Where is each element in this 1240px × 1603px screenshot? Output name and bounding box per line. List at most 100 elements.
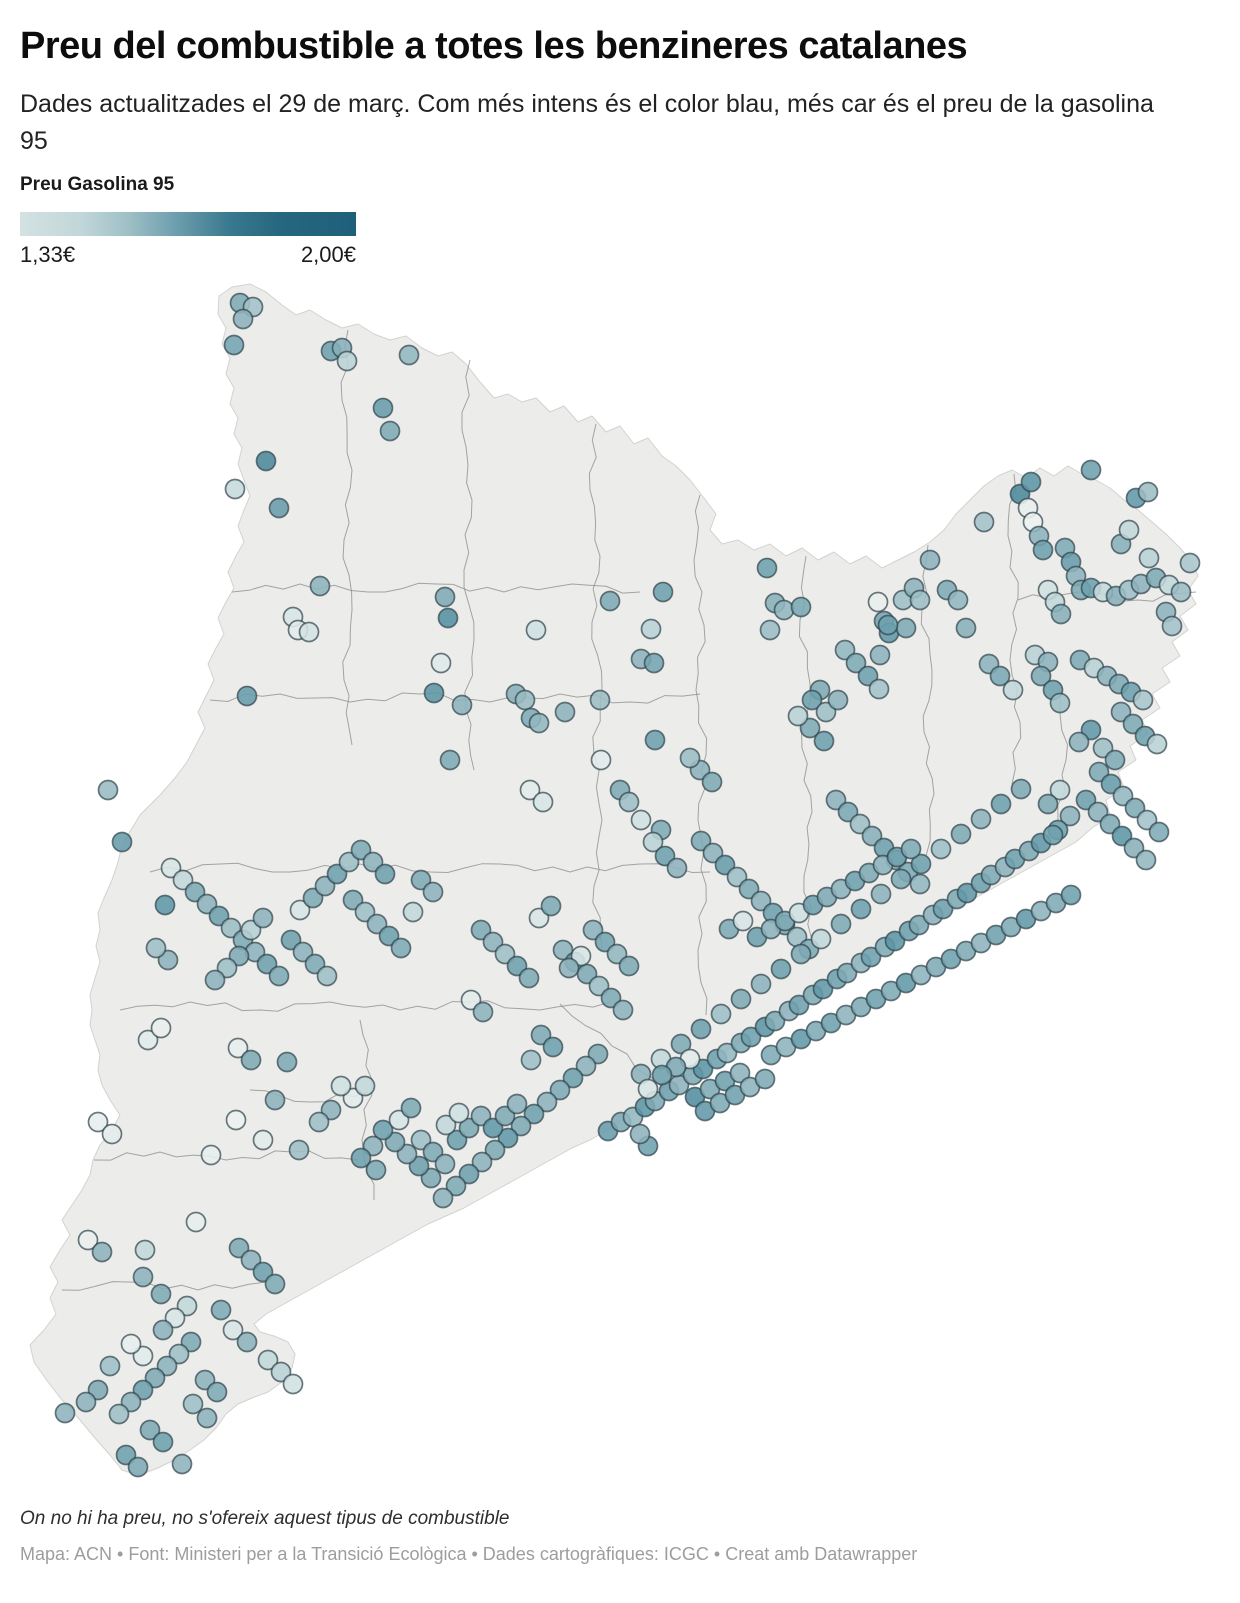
station-dot[interactable] (506, 1093, 528, 1115)
station-dot[interactable] (252, 907, 274, 929)
station-dot[interactable] (908, 914, 930, 936)
station-dot[interactable] (836, 962, 858, 984)
station-dot[interactable] (643, 652, 665, 674)
station-dot[interactable] (400, 1097, 422, 1119)
station-dot[interactable] (759, 619, 781, 641)
station-dot[interactable] (900, 838, 922, 860)
station-dot[interactable] (458, 1163, 480, 1185)
station-dot[interactable] (1037, 793, 1059, 815)
station-dot[interactable] (754, 1068, 776, 1090)
station-dot[interactable] (223, 334, 245, 356)
station-dot[interactable] (1060, 884, 1082, 906)
station-dot[interactable] (276, 1051, 298, 1073)
station-dot[interactable] (947, 589, 969, 611)
station-dot[interactable] (590, 749, 612, 771)
station-dot[interactable] (423, 682, 445, 704)
station-dot[interactable] (437, 607, 459, 629)
station-dot[interactable] (54, 1402, 76, 1424)
station-dot[interactable] (75, 1391, 97, 1413)
station-dot[interactable] (790, 596, 812, 618)
station-dot[interactable] (390, 937, 412, 959)
station-dot[interactable] (651, 1064, 673, 1086)
station-dot[interactable] (868, 678, 890, 700)
station-dot[interactable] (210, 1299, 232, 1321)
station-dot[interactable] (525, 619, 547, 641)
station-dot[interactable] (171, 1453, 193, 1475)
station-dot[interactable] (770, 958, 792, 980)
station-dot[interactable] (330, 1075, 352, 1097)
station-dot[interactable] (1104, 749, 1126, 771)
station-dot[interactable] (204, 969, 226, 991)
station-dot[interactable] (528, 712, 550, 734)
station-dot[interactable] (224, 478, 246, 500)
station-dot[interactable] (644, 729, 666, 751)
station-dot[interactable] (989, 665, 1011, 687)
station-dot[interactable] (99, 1355, 121, 1377)
station-dot[interactable] (1146, 733, 1168, 755)
station-dot[interactable] (730, 988, 752, 1010)
station-dot[interactable] (308, 1111, 330, 1133)
station-dot[interactable] (710, 1003, 732, 1025)
datawrapper-link[interactable]: Creat amb Datawrapper (725, 1544, 918, 1564)
station-dot[interactable] (222, 1319, 244, 1341)
station-dot[interactable] (518, 967, 540, 989)
station-dot[interactable] (810, 928, 832, 950)
station-dot[interactable] (120, 1333, 142, 1355)
station-dot[interactable] (764, 1010, 786, 1032)
station-dot[interactable] (289, 899, 311, 921)
station-dot[interactable] (127, 1456, 149, 1478)
station-dot[interactable] (472, 1001, 494, 1023)
station-dot[interactable] (812, 978, 834, 1000)
station-dot[interactable] (430, 652, 452, 674)
station-dot[interactable] (834, 639, 856, 661)
station-dot[interactable] (950, 823, 972, 845)
station-dot[interactable] (773, 599, 795, 621)
station-dot[interactable] (132, 1266, 154, 1288)
station-dot[interactable] (185, 1211, 207, 1233)
station-dot[interactable] (690, 1018, 712, 1040)
station-dot[interactable] (365, 1159, 387, 1181)
station-dot[interactable] (575, 1055, 597, 1077)
station-dot[interactable] (932, 898, 954, 920)
station-dot[interactable] (372, 1119, 394, 1141)
station-dot[interactable] (1049, 692, 1071, 714)
station-dot[interactable] (227, 1037, 249, 1059)
station-dot[interactable] (1118, 519, 1140, 541)
station-dot[interactable] (827, 689, 849, 711)
station-dot[interactable] (497, 1127, 519, 1149)
station-dot[interactable] (108, 1403, 130, 1425)
station-dot[interactable] (910, 853, 932, 875)
station-dot[interactable] (514, 689, 536, 711)
station-dot[interactable] (471, 1151, 493, 1173)
station-dot[interactable] (264, 1089, 286, 1111)
station-dot[interactable] (830, 913, 852, 935)
station-dot[interactable] (640, 618, 662, 640)
station-dot[interactable] (484, 1139, 506, 1161)
station-dot[interactable] (439, 749, 461, 771)
station-dot[interactable] (77, 1229, 99, 1251)
station-dot[interactable] (1138, 547, 1160, 569)
station-dot[interactable] (890, 868, 912, 890)
station-dot[interactable] (599, 590, 621, 612)
station-dot[interactable] (309, 575, 331, 597)
station-dot[interactable] (740, 1026, 762, 1048)
station-dot[interactable] (666, 857, 688, 879)
station-dot[interactable] (150, 1017, 172, 1039)
station-dot[interactable] (101, 1123, 123, 1145)
station-dot[interactable] (1050, 603, 1072, 625)
station-dot[interactable] (919, 549, 941, 571)
station-dot[interactable] (612, 999, 634, 1021)
station-dot[interactable] (1020, 471, 1042, 493)
station-dot[interactable] (402, 901, 424, 923)
station-dot[interactable] (970, 808, 992, 830)
station-dot[interactable] (134, 1239, 156, 1261)
station-dot[interactable] (558, 957, 580, 979)
station-dot[interactable] (374, 863, 396, 885)
station-dot[interactable] (549, 1079, 571, 1101)
station-dot[interactable] (1059, 805, 1081, 827)
station-dot[interactable] (801, 689, 823, 711)
station-dot[interactable] (813, 730, 835, 752)
station-dot[interactable] (196, 1407, 218, 1429)
station-dot[interactable] (860, 946, 882, 968)
station-dot[interactable] (154, 894, 176, 916)
